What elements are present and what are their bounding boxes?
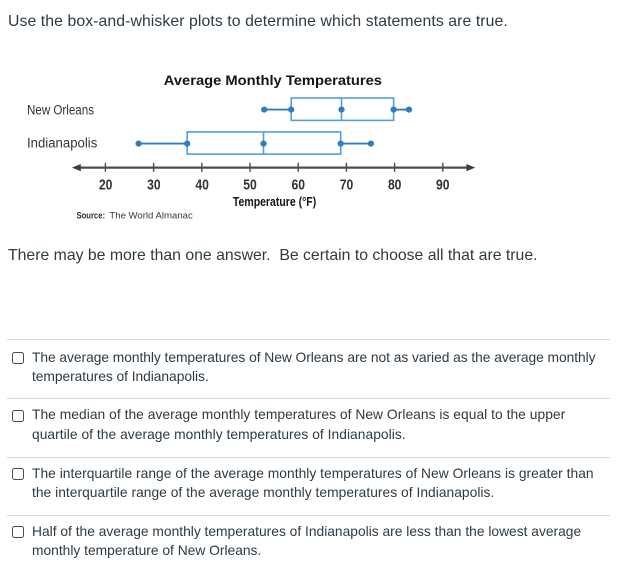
svg-text:Indianapolis: Indianapolis <box>27 136 98 151</box>
svg-text:30: 30 <box>147 176 161 193</box>
svg-text:70: 70 <box>340 176 354 193</box>
svg-text:90: 90 <box>436 176 450 193</box>
svg-text:60: 60 <box>292 176 306 193</box>
svg-text:80: 80 <box>388 176 402 193</box>
svg-text:The World Almanac: The World Almanac <box>109 211 193 222</box>
svg-text:Source:: Source: <box>77 211 106 222</box>
svg-text:20: 20 <box>99 176 113 193</box>
svg-text:40: 40 <box>195 176 209 193</box>
svg-text:Temperature (°F): Temperature (°F) <box>233 194 316 209</box>
svg-text:50: 50 <box>243 176 257 193</box>
svg-text:Average Monthly Temperatures: Average Monthly Temperatures <box>164 72 382 88</box>
svg-text:New Orleans: New Orleans <box>27 102 94 117</box>
